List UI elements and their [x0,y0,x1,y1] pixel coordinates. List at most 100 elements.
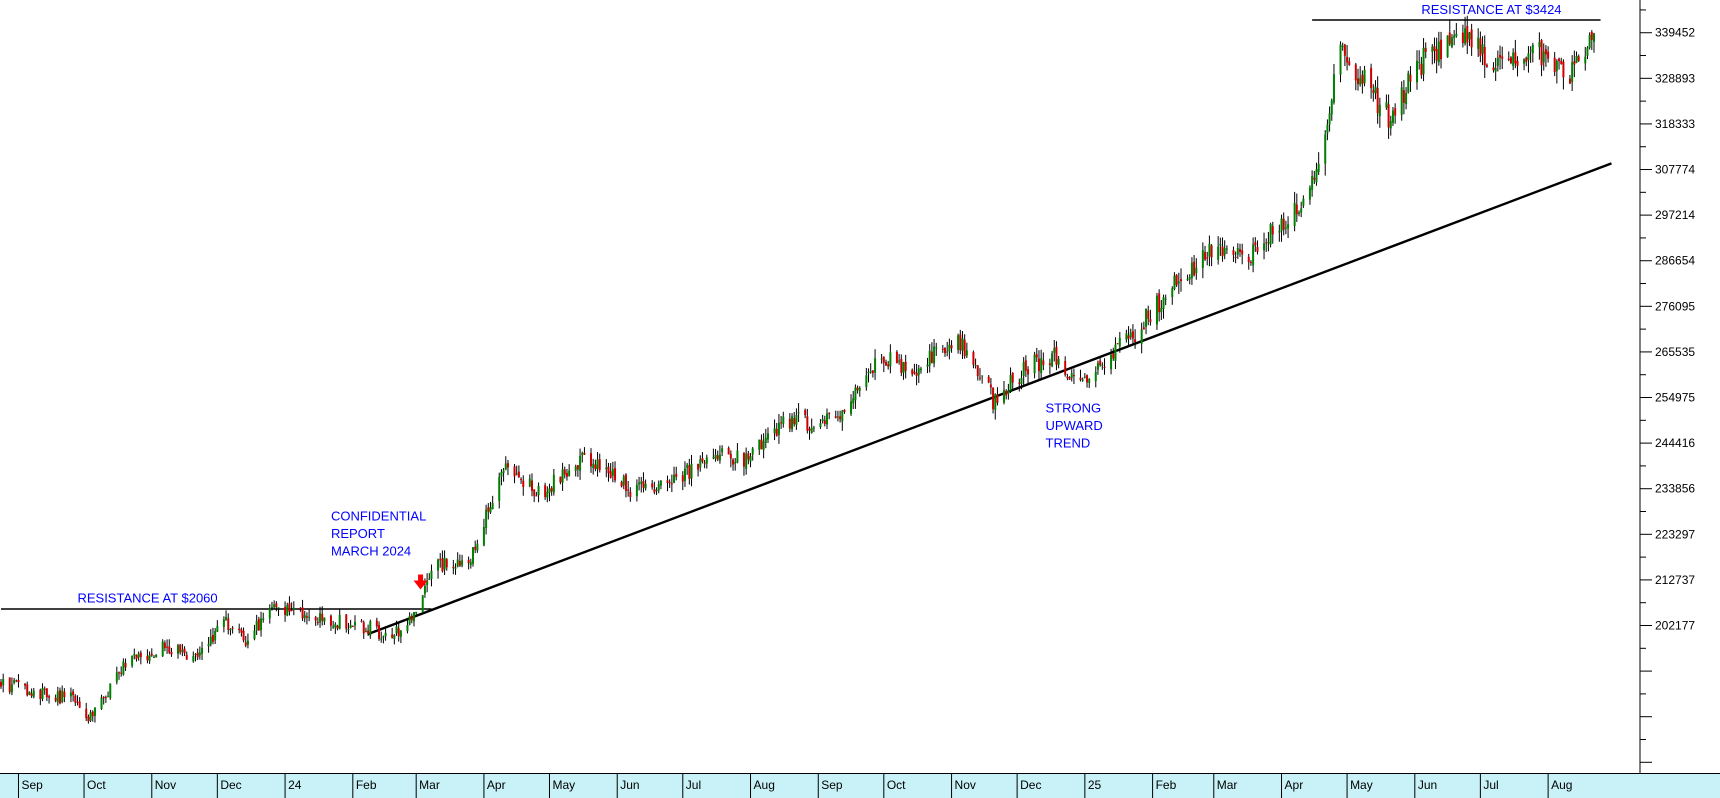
candle-down [1590,31,1593,40]
candle-down [1147,310,1150,319]
candle-down [1066,376,1069,378]
candle-up [1057,358,1060,365]
candle-down [887,364,890,367]
candle-up [1007,390,1010,394]
candle-down [987,376,990,383]
candle-down [445,559,448,568]
candle-up [1236,248,1239,255]
candle-down [1479,38,1482,56]
date-tick-label: Sep [21,778,43,792]
candle-down [375,620,378,627]
candle-up [673,474,676,483]
candle-up [1575,55,1578,63]
candle-up [659,480,662,486]
candle-down [1005,390,1008,396]
candle-down [806,416,809,431]
candle-down [716,455,719,460]
candle-down [59,690,61,704]
candle-up [1418,61,1421,63]
candle-down [1018,382,1021,384]
strong-upward-trend-label-line: TREND [1046,436,1091,451]
candle-up [1040,358,1043,374]
candle-up [1593,33,1595,42]
candle-up [152,656,155,658]
candle-down [1239,249,1241,252]
candle-down [1387,104,1390,128]
candle-up [865,375,868,388]
candle-down [1499,54,1502,58]
candle-up [2,678,5,686]
candle-down [1540,39,1543,66]
price-axis: 339452 328893 318333 307774 297214 286654 2760… [1639,0,1720,773]
date-tick-label: Jul [1483,778,1498,792]
candle-up [246,640,249,645]
candle-up [1416,60,1418,83]
candle-up [1332,74,1335,103]
candle-up [482,527,485,546]
candle-up [1300,208,1303,213]
candle-up [177,645,179,654]
candle-down [238,628,241,631]
candle-up [898,360,901,362]
candle-up [56,691,59,703]
candle-down [1361,74,1364,84]
candle-up [260,618,263,631]
candle-down [590,453,592,467]
candle-up [395,626,398,634]
candle-up [461,560,464,566]
candle-down [345,614,348,629]
candle-down [8,677,11,693]
date-tick-label: 24 [288,778,302,792]
candle-up [946,351,949,353]
candle-up [334,624,337,628]
candle-up [1190,262,1193,278]
candle-down [1206,257,1209,259]
confidential-report-label-line: REPORT [331,526,385,541]
candle-down [1435,48,1438,61]
candle-up [957,335,960,350]
candle-down [1544,49,1547,55]
candle-up [579,456,582,471]
candle-up [421,595,424,612]
candle-up [795,415,798,425]
candle-up [611,469,614,476]
candle-up [1278,230,1281,233]
candle-down [620,481,623,487]
candle-up [1171,288,1174,298]
candle-up [437,559,440,571]
candle-down [397,628,400,637]
date-tick-label: Aug [1551,778,1572,792]
candle-down [666,480,669,483]
candle-down [1461,32,1464,44]
date-tick-label: Feb [356,778,377,792]
candle-up [502,470,505,473]
candle-down [1271,226,1274,235]
candle-up [635,484,638,497]
candle-up [308,616,311,618]
candle-up [1538,42,1541,48]
candle-up [1298,212,1300,214]
price-tick-label: 223297 [1655,527,1695,541]
candle-up [810,427,813,433]
candle-down [1547,51,1550,59]
candle-down [1562,61,1565,78]
candle-up [1385,102,1388,108]
candle-down [598,459,601,471]
candle-down [242,630,245,641]
candle-down [43,688,46,690]
candle-down [701,458,704,462]
candle-down [1064,360,1067,375]
candle-down [1180,279,1182,282]
candle-down [1516,60,1519,66]
candle-down [26,684,29,696]
candle-down [441,558,444,572]
candle-up [764,437,767,443]
candle-up [69,692,72,697]
candle-down [989,384,992,388]
date-tick-label: May [552,778,575,792]
candle-up [919,368,922,371]
candle-up [1201,250,1204,268]
candle-up [430,570,433,579]
candle-up [1555,60,1558,72]
candle-up [734,461,737,464]
